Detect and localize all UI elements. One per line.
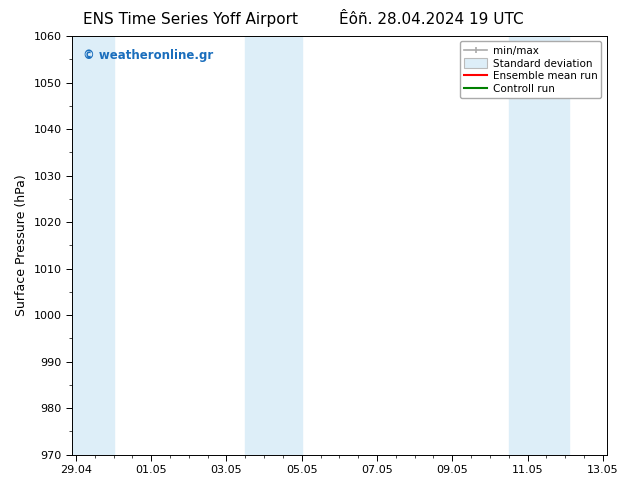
Bar <box>72 36 113 455</box>
Y-axis label: Surface Pressure (hPa): Surface Pressure (hPa) <box>15 174 28 316</box>
Text: Êôñ. 28.04.2024 19 UTC: Êôñ. 28.04.2024 19 UTC <box>339 12 524 27</box>
Bar <box>508 36 569 455</box>
Bar <box>245 36 302 455</box>
Legend: min/max, Standard deviation, Ensemble mean run, Controll run: min/max, Standard deviation, Ensemble me… <box>460 41 602 98</box>
Text: © weatheronline.gr: © weatheronline.gr <box>83 49 213 62</box>
Text: ENS Time Series Yoff Airport: ENS Time Series Yoff Airport <box>82 12 298 27</box>
